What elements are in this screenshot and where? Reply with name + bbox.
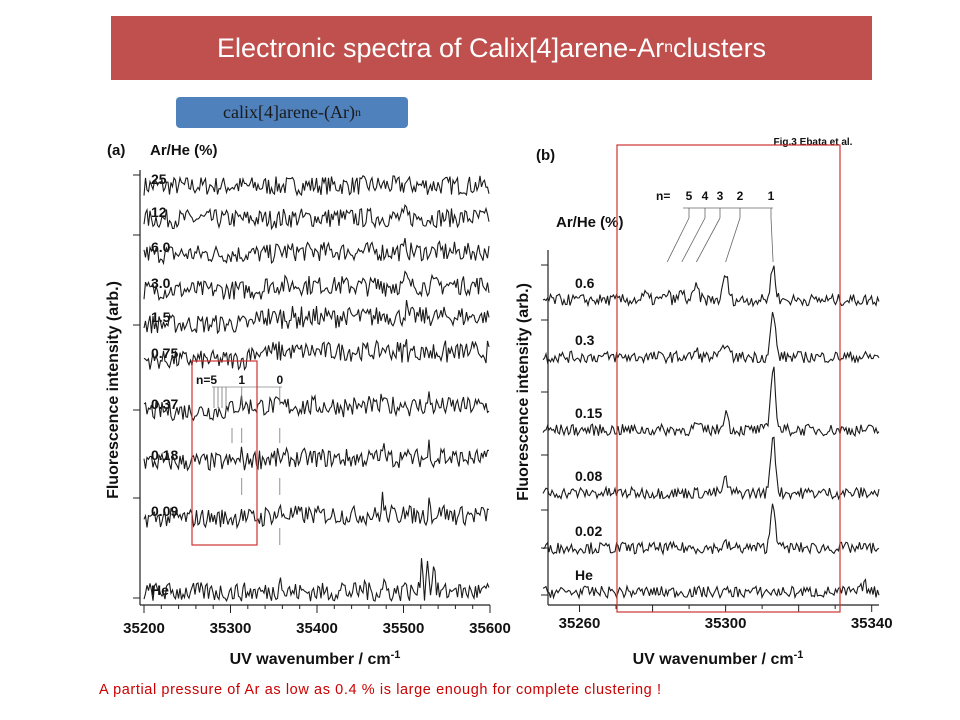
trace-25 — [143, 175, 490, 197]
panel-a-cluster-label-n0: 0 — [276, 373, 283, 387]
panel-a-x-axis-label: UV wavenumber / cm-1 — [230, 649, 401, 668]
panel-a-series-label: 0.09 — [151, 503, 178, 519]
panel-a-series-label: He — [151, 582, 169, 598]
panel-a-series-label: 0.37 — [151, 396, 178, 412]
panel-b-cluster-leader — [666, 217, 690, 263]
panel-b-figure-credit: Fig.3 Ebata et al. — [774, 137, 853, 148]
panel-b-y-axis-label: Fluorescence intensity (arb.) — [515, 283, 532, 501]
trace-6-0 — [143, 237, 490, 266]
panel-a-x-tick-label: 35300 — [210, 620, 252, 637]
species-label-subscript: n — [354, 105, 361, 119]
panel-b-series-label: 0.08 — [575, 468, 602, 484]
panel-b-cluster-label-n3: 3 — [717, 189, 724, 203]
panel-b-x-axis-label: UV wavenumber / cm-1 — [633, 649, 804, 668]
panel-a-x-tick-label: 35400 — [296, 620, 338, 637]
trace-0-6 — [542, 265, 880, 308]
title-suffix: clusters — [673, 32, 767, 63]
panel-b-x-tick-label: 35260 — [559, 615, 601, 632]
panel-b-series-label: He — [575, 567, 593, 583]
panel-a-series-label: 12 — [151, 204, 167, 220]
panel-a-series-label: 1.5 — [151, 309, 171, 325]
panel-b-series-label: 0.3 — [575, 332, 595, 348]
panel-b-x-tick-label: 35340 — [851, 615, 893, 632]
panel-a-series-label: 0.18 — [151, 447, 178, 463]
title-main: Electronic spectra of Calix[4]arene-Ar — [216, 32, 665, 63]
panel-b-legend-header: Ar/He (%) — [556, 214, 624, 231]
panel-a-cluster-label-n1: 1 — [238, 373, 245, 387]
panel-b-cluster-label-n5: 5 — [686, 189, 693, 203]
footnote: A partial pressure of Ar as low as 0.4 %… — [99, 682, 662, 698]
panel-b-cluster-label-n2: 2 — [737, 189, 744, 203]
panel-b-cluster-prefix: n= — [656, 189, 670, 203]
panel-b-cluster-leader — [696, 217, 721, 263]
panel-b-x-tick-label: 35300 — [705, 615, 747, 632]
panel-b-cluster-leader — [770, 217, 774, 263]
panel-a-x-tick-label: 35600 — [469, 620, 511, 637]
trace-3-0 — [143, 270, 490, 302]
panel-a-label: (a) — [107, 142, 125, 159]
species-label-main: calix[4]arene-(Ar) — [223, 102, 355, 122]
panel-b-cluster-leader — [725, 217, 741, 263]
panel-b-series-label: 0.6 — [575, 275, 595, 291]
trace-0-15 — [542, 366, 880, 438]
panel-b-cluster-label-n4: 4 — [702, 189, 709, 203]
panel-b-label: (b) — [536, 147, 555, 164]
trace-0-09 — [143, 491, 490, 530]
trace-He — [143, 558, 490, 603]
panel-a-cluster-label-n5: n=5 — [196, 373, 217, 387]
species-label: calix[4]arene-(Ar) n — [176, 97, 408, 128]
trace-12 — [143, 203, 490, 231]
panel-a-legend-header: Ar/He (%) — [150, 142, 218, 159]
trace-0-37 — [143, 391, 490, 422]
trace-0-08 — [542, 436, 880, 501]
title-subscript: n — [664, 39, 674, 56]
panel-a-highlight-box — [191, 360, 258, 546]
panel-b-series-label: 0.15 — [575, 405, 602, 421]
trace-0-3 — [542, 311, 880, 365]
trace-0-18 — [143, 439, 490, 472]
panel-b-series-label: 0.02 — [575, 523, 602, 539]
panel-a-y-axis-label: Fluorescence intensity (arb.) — [105, 281, 122, 499]
panel-b-cluster-label-n1: 1 — [768, 189, 775, 203]
trace-0-75 — [143, 339, 490, 371]
trace-0-02 — [542, 503, 880, 556]
trace-1-5 — [143, 299, 490, 335]
panel-a-x-tick-label: 35200 — [123, 620, 165, 637]
trace-He — [542, 578, 880, 600]
panel-b-cluster-leader — [681, 217, 706, 263]
panel-b-highlight-box — [616, 144, 841, 613]
title-banner: Electronic spectra of Calix[4]arene-Ar n … — [111, 16, 872, 80]
panel-a-x-tick-label: 35500 — [383, 620, 425, 637]
